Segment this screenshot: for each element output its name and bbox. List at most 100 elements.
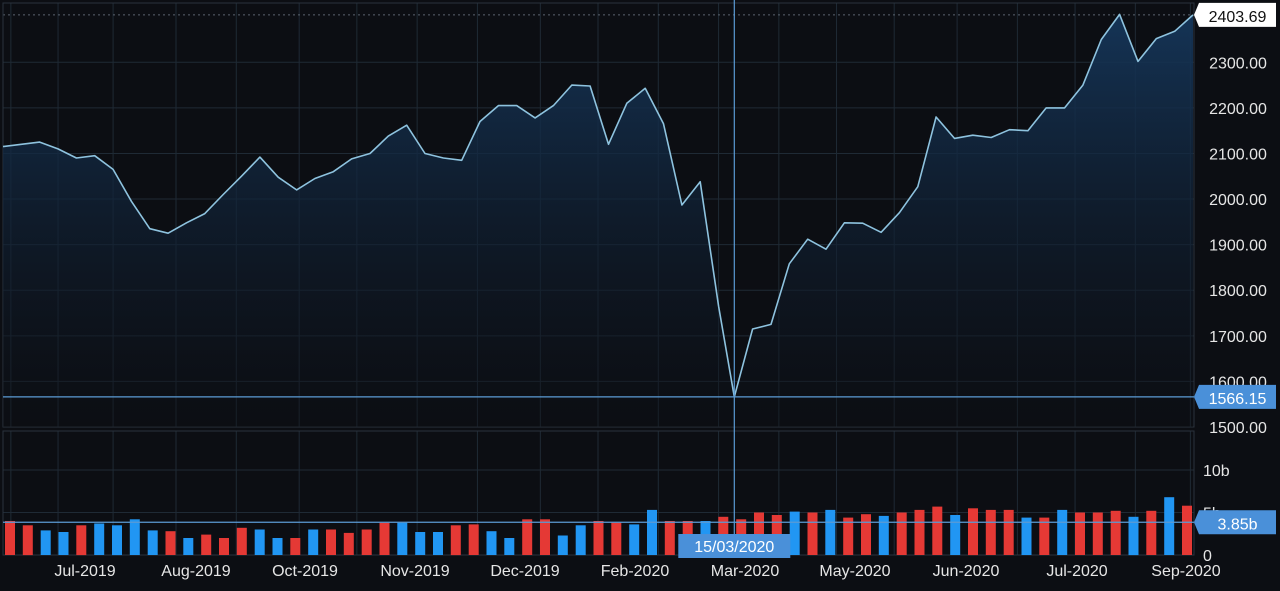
volume-bar: [843, 517, 854, 555]
volume-bar: [397, 522, 408, 555]
volume-bar: [22, 525, 33, 556]
x-tick-label: Sep-2020: [1151, 563, 1220, 580]
volume-bar: [94, 523, 105, 555]
y-tick-label: 1500.00: [1209, 420, 1267, 437]
x-tick-label: Aug-2019: [161, 563, 230, 580]
x-tick-label: Mar-2020: [711, 563, 780, 580]
volume-bar: [1110, 510, 1121, 555]
volume-bar: [129, 519, 140, 555]
volume-bar: [40, 530, 51, 555]
volume-tick-label: 0: [1203, 548, 1212, 565]
crosshair-volume-tag: 3.85b: [1194, 510, 1276, 535]
volume-bar: [5, 521, 15, 555]
y-tick-label: 1800.00: [1209, 283, 1267, 300]
y-tick-label: 2300.00: [1209, 55, 1267, 72]
volume-bar: [1128, 516, 1139, 556]
volume-bar: [1057, 509, 1068, 555]
y-tick-label: 1700.00: [1209, 329, 1267, 346]
crosshair-volume-tag-bg: [1194, 510, 1276, 535]
y-tick-label: 2100.00: [1209, 146, 1267, 163]
volume-bar: [236, 527, 247, 555]
volume-bar: [575, 525, 586, 556]
price-area: [3, 14, 1193, 428]
volume-bar: [272, 538, 283, 555]
last-price-tag-bg: [1194, 2, 1276, 27]
volume-bar: [593, 521, 604, 555]
volume-bar: [361, 529, 372, 555]
value-tags: 2403.69 1566.15 3.85b 15/03/2020: [678, 2, 1276, 558]
volume-bar: [1039, 517, 1050, 555]
y-tick-label: 2200.00: [1209, 101, 1267, 118]
crosshair-price-tag-bg: [1194, 384, 1276, 409]
crosshair-price-tag-text: 1566.15: [1209, 391, 1267, 408]
x-tick-label: Feb-2020: [601, 563, 670, 580]
volume-bar: [433, 532, 443, 555]
volume-bar: [540, 519, 550, 555]
volume-bar: [914, 509, 925, 555]
volume-bar: [1146, 510, 1157, 555]
volume-bar: [486, 531, 497, 555]
volume-bar: [1003, 509, 1014, 555]
volume-bar: [522, 519, 533, 555]
volume-bar: [629, 524, 640, 555]
volume-bar: [450, 525, 461, 556]
volume-bar: [326, 529, 336, 555]
volume-bar: [468, 524, 479, 555]
volume-bar: [290, 538, 301, 555]
price-line: [2, 13, 1194, 398]
volume-bar: [165, 531, 176, 555]
volume-bar: [1075, 512, 1085, 555]
volume-bar: [985, 509, 996, 555]
volume-bar: [950, 515, 961, 555]
crosshair-price-tag: 1566.15: [1194, 384, 1276, 409]
volume-bar: [968, 508, 978, 556]
volume-bar: [343, 532, 354, 555]
volume-bar: [254, 529, 265, 555]
volume-bar: [557, 535, 568, 555]
volume-bar: [219, 538, 229, 555]
last-price-tag: 2403.69: [1194, 2, 1276, 27]
volume-bar: [76, 525, 87, 556]
volume-bar: [1021, 517, 1032, 555]
volume-bar: [647, 509, 657, 555]
price-line-group: [2, 13, 1194, 398]
volume-bar: [1092, 512, 1103, 555]
volume-bar: [861, 514, 871, 555]
x-tick-label: Jul-2019: [54, 563, 115, 580]
y-axis-labels: 2300.00 2200.00 2100.00 2000.00 1900.00 1800.…: [1209, 55, 1267, 437]
crosshair-date-tag: 15/03/2020: [678, 534, 791, 558]
x-axis-labels: Jul-2019 Aug-2019 Oct-2019 Nov-2019 Dec-2019…: [54, 563, 1220, 580]
volume-bar: [664, 521, 675, 555]
volume-tick-label: 10b: [1203, 463, 1230, 480]
crosshair: [3, 0, 1194, 555]
volume-bar: [825, 509, 836, 555]
volume-bar: [147, 530, 158, 555]
volume-bar: [308, 529, 319, 555]
volume-bar: [754, 512, 764, 555]
x-tick-label: Nov-2019: [380, 563, 449, 580]
volume-bar: [1164, 497, 1175, 555]
volume-bar: [896, 512, 907, 555]
volume-bar: [415, 532, 426, 555]
volume-bar: [878, 515, 889, 555]
price-area-fill: [3, 14, 1193, 428]
x-tick-label: Jun-2020: [933, 563, 1000, 580]
volume-bar: [807, 512, 818, 555]
last-price-tag-text: 2403.69: [1209, 9, 1267, 26]
volume-bar: [932, 506, 943, 555]
volume-bar: [183, 538, 194, 555]
volume-bar: [201, 534, 212, 555]
x-tick-label: Oct-2019: [272, 563, 338, 580]
crosshair-date-tag-text: 15/03/2020: [694, 539, 774, 556]
y-tick-label: 1900.00: [1209, 238, 1267, 255]
x-tick-label: May-2020: [819, 563, 890, 580]
volume-bar: [58, 532, 69, 555]
x-tick-label: Jul-2020: [1046, 563, 1107, 580]
y-tick-label: 2000.00: [1209, 192, 1267, 209]
volume-bar: [504, 538, 515, 555]
x-tick-label: Dec-2019: [490, 563, 559, 580]
volume-bar: [1182, 505, 1192, 555]
volume-bar: [379, 522, 390, 555]
